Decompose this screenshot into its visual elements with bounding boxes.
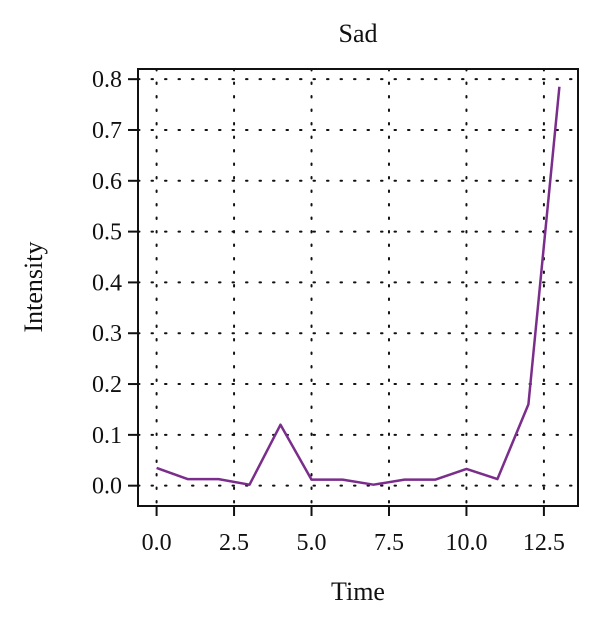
series-line [156, 86, 561, 486]
x-tick-label: 7.5 [374, 530, 404, 556]
y-tick-label: 0.3 [92, 321, 122, 347]
y-axis-label: Intensity [19, 242, 48, 333]
y-tick-label: 0.2 [92, 372, 122, 398]
x-tick-label: 2.5 [219, 530, 249, 556]
x-tick-label: 0.0 [142, 530, 172, 556]
y-tick-label: 0.4 [92, 270, 122, 296]
y-tick-label: 0.5 [92, 220, 122, 246]
x-tick-label: 10.0 [445, 530, 487, 556]
y-tick-label: 0.7 [92, 118, 122, 144]
y-tick-label: 0.8 [92, 67, 122, 93]
chart-title: Sad [339, 19, 378, 48]
y-axis: 0.0 0.1 0.2 0.3 0.4 0.5 0.6 0.7 0.8 [92, 67, 138, 500]
x-tick-label: 12.5 [523, 530, 565, 556]
y-tick-label: 0.6 [92, 169, 122, 195]
y-tick-label: 0.0 [92, 474, 122, 500]
x-axis: 0.0 2.5 5.0 7.5 10.0 12.5 [142, 506, 565, 556]
plot-frame [137, 68, 579, 507]
x-axis-label: Time [331, 577, 385, 606]
y-tick-label: 0.1 [92, 423, 122, 449]
grid [137, 68, 579, 507]
x-tick-label: 5.0 [297, 530, 327, 556]
